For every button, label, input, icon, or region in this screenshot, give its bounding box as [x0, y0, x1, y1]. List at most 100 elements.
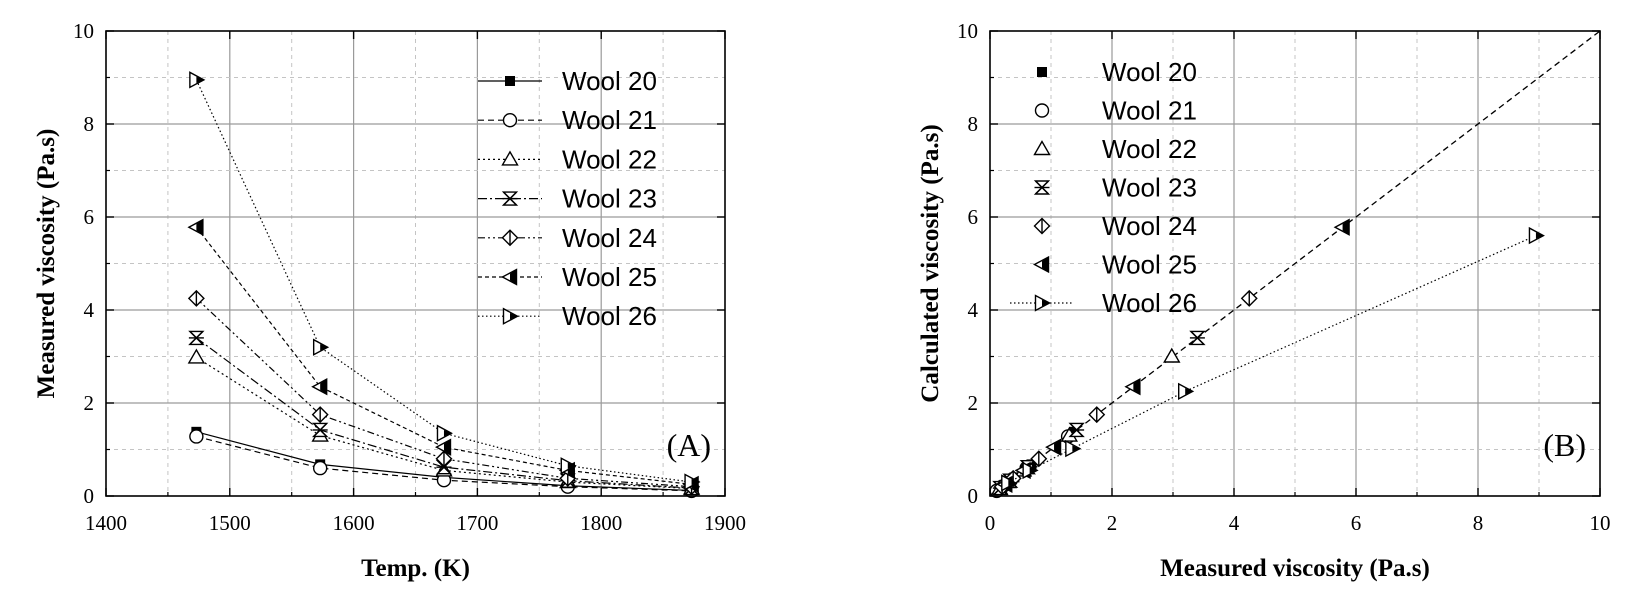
panel-a-ticks: 1400 1500 1600 1700 1800 1900 0 2 4 6 8 10: [73, 19, 746, 535]
panel-b-ticks: 0 2 4 6 8 10 0 2 4 6 8 10: [957, 19, 1611, 535]
panel-a-legend-label-wool-20: Wool 20: [562, 66, 657, 96]
panel-a-y-tick-label: 0: [84, 484, 95, 508]
panel-a-x-axis-label: Temp. (K): [361, 555, 470, 582]
panel-b-y-tick-label: 10: [957, 19, 978, 43]
panel-b-y-axis-label: Calculated viscosity (Pa.s): [917, 124, 944, 402]
panel-a-point-wool-26: [189, 71, 206, 89]
panel-b-point-wool-24: [1240, 289, 1258, 307]
panel-a-point-wool-24: [311, 406, 329, 424]
panel-b-y-tick-label: 0: [968, 484, 979, 508]
panel-b-point-wool-23: [1068, 422, 1085, 438]
panel-b-point-wool-25: [1045, 438, 1062, 456]
panel-a-x-tick-label: 1600: [333, 511, 375, 535]
panel-a-y-tick-label: 10: [73, 19, 94, 43]
panel-b-legend-marker-wool-24: [1033, 217, 1051, 235]
panel-b-legend-label-wool-21: Wool 21: [1102, 96, 1197, 126]
panel-a-point-wool-24: [187, 289, 205, 307]
panel-a-legend-marker-wool-22: [501, 150, 519, 166]
panel-b-point-wool-26: [1001, 474, 1018, 492]
panel-b-point-wool-26: [1177, 382, 1195, 401]
panel-a-y-axis-label: Measured viscosity (Pa.s): [33, 129, 60, 399]
panel-a-x-tick-label: 1800: [580, 511, 622, 535]
panel-b-legend-marker-wool-21: [1034, 103, 1050, 118]
panel-b-point-wool-23: [1189, 330, 1206, 346]
panel-a-point-wool-21: [189, 429, 204, 444]
panel-a-point-wool-25: [311, 378, 328, 396]
panel-b-x-tick-label: 4: [1229, 511, 1240, 535]
panel-b-x-tick-label: 0: [985, 511, 996, 535]
panel-a-legend-marker-wool-20: [505, 76, 515, 86]
panel-b-legend-label-wool-26: Wool 26: [1102, 288, 1197, 318]
panel-a-point-wool-21: [312, 460, 328, 476]
panel-b-x-tick-label: 6: [1351, 511, 1362, 535]
panel-a-legend-label-wool-26: Wool 26: [562, 301, 657, 331]
panel-a-point-wool-23: [188, 330, 205, 346]
panel-b-legend: Wool 20 Wool 21 Wool 22 Wool 23 Wool 24 Wool …: [1010, 57, 1197, 318]
panel-b-point-wool-26: [1022, 461, 1039, 480]
panel-a-x-tick-label: 1700: [456, 511, 498, 535]
panel-a-x-tick-label: 1400: [85, 511, 127, 535]
panel-a-y-tick-label: 2: [84, 391, 95, 415]
panel-a-point-wool-23: [311, 422, 329, 438]
panel-a-legend-label-wool-25: Wool 25: [562, 262, 657, 292]
panel-a-y-tick-label: 6: [84, 205, 95, 229]
panel-a-point-wool-22: [187, 348, 206, 364]
panel-b-legend-label-wool-20: Wool 20: [1102, 57, 1197, 87]
panel-b-point-wool-25: [1333, 218, 1350, 236]
panel-b-legend-marker-wool-26: [1034, 294, 1051, 312]
panel-b-point-wool-22: [1163, 347, 1181, 363]
panel-a-y-tick-label: 4: [84, 298, 95, 322]
panel-b-legend-label-wool-22: Wool 22: [1102, 134, 1197, 164]
panel-a-legend-marker-wool-25: [501, 268, 518, 286]
panel-b-x-axis-label: Measured viscosity (Pa.s): [1160, 555, 1430, 582]
panel-a-x-tick-label: 1900: [704, 511, 746, 535]
panel-b-legend-label-wool-23: Wool 23: [1102, 173, 1197, 203]
panel-b-x-tick-label: 8: [1473, 511, 1484, 535]
panel-a-legend-label-wool-23: Wool 23: [562, 184, 657, 214]
panel-a-legend-marker-wool-24: [501, 229, 519, 247]
panel-b-legend-marker-wool-20: [1037, 67, 1047, 77]
panel-b-legend-label-wool-24: Wool 24: [1102, 211, 1197, 241]
panel-b-x-tick-label: 10: [1590, 511, 1611, 535]
panel-a-series: [187, 71, 701, 499]
panel-a-point-wool-24: [435, 450, 453, 468]
panel-a-tag: (A): [667, 427, 711, 463]
panel-a-x-tick-label: 1500: [209, 511, 251, 535]
panel-b-tag: (B): [1543, 427, 1586, 463]
panel-a-legend-marker-wool-21: [502, 112, 518, 128]
panel-b-legend-marker-wool-25: [1033, 255, 1050, 274]
panel-a-legend-label-wool-22: Wool 22: [562, 144, 657, 174]
panel-b-point-wool-24: [1030, 450, 1048, 468]
panel-a-point-wool-26: [312, 338, 330, 356]
panel-a-legend-label-wool-24: Wool 24: [562, 223, 657, 253]
panel-b-series: [989, 30, 1601, 499]
panel-b-x-tick-label: 2: [1107, 511, 1118, 535]
panel-a-legend-marker-wool-26: [502, 307, 519, 325]
panel-b-point-wool-26: [1528, 226, 1545, 245]
panel-b-y-tick-label: 4: [968, 298, 979, 322]
panel-a-y-tick-label: 8: [84, 112, 95, 136]
panel-b-legend-marker-wool-23: [1033, 180, 1051, 195]
panel-a-point-wool-25: [434, 438, 452, 456]
panel-b-legend-marker-wool-22: [1033, 140, 1051, 156]
panel-a-legend: Wool 20 Wool 21 Wool 22 Wool 23 Wool 24 Wool …: [478, 66, 657, 331]
panel-b-reference-line: [989, 30, 1601, 497]
panel-b-series-line-wool-26: [1007, 235, 1537, 484]
panel-b-point-wool-24: [1088, 406, 1106, 424]
panel-a-point-wool-26: [560, 457, 577, 475]
panel-a-point-wool-25: [187, 218, 204, 236]
panel-a-point-wool-26: [684, 473, 701, 491]
panel-a-gridlines: [106, 31, 725, 496]
panel-a-legend-label-wool-21: Wool 21: [562, 105, 657, 135]
panel-b-y-tick-label: 2: [968, 391, 979, 415]
panel-b-y-tick-label: 6: [968, 205, 979, 229]
panel-b-point-wool-26: [1065, 439, 1082, 458]
panel-b-legend-label-wool-25: Wool 25: [1102, 250, 1197, 280]
panel-a-series-line-wool-23: [196, 337, 692, 489]
panel-b-point-wool-25: [1124, 378, 1141, 396]
panel-b-y-tick-label: 8: [968, 112, 979, 136]
panel-a-legend-marker-wool-23: [501, 191, 519, 206]
